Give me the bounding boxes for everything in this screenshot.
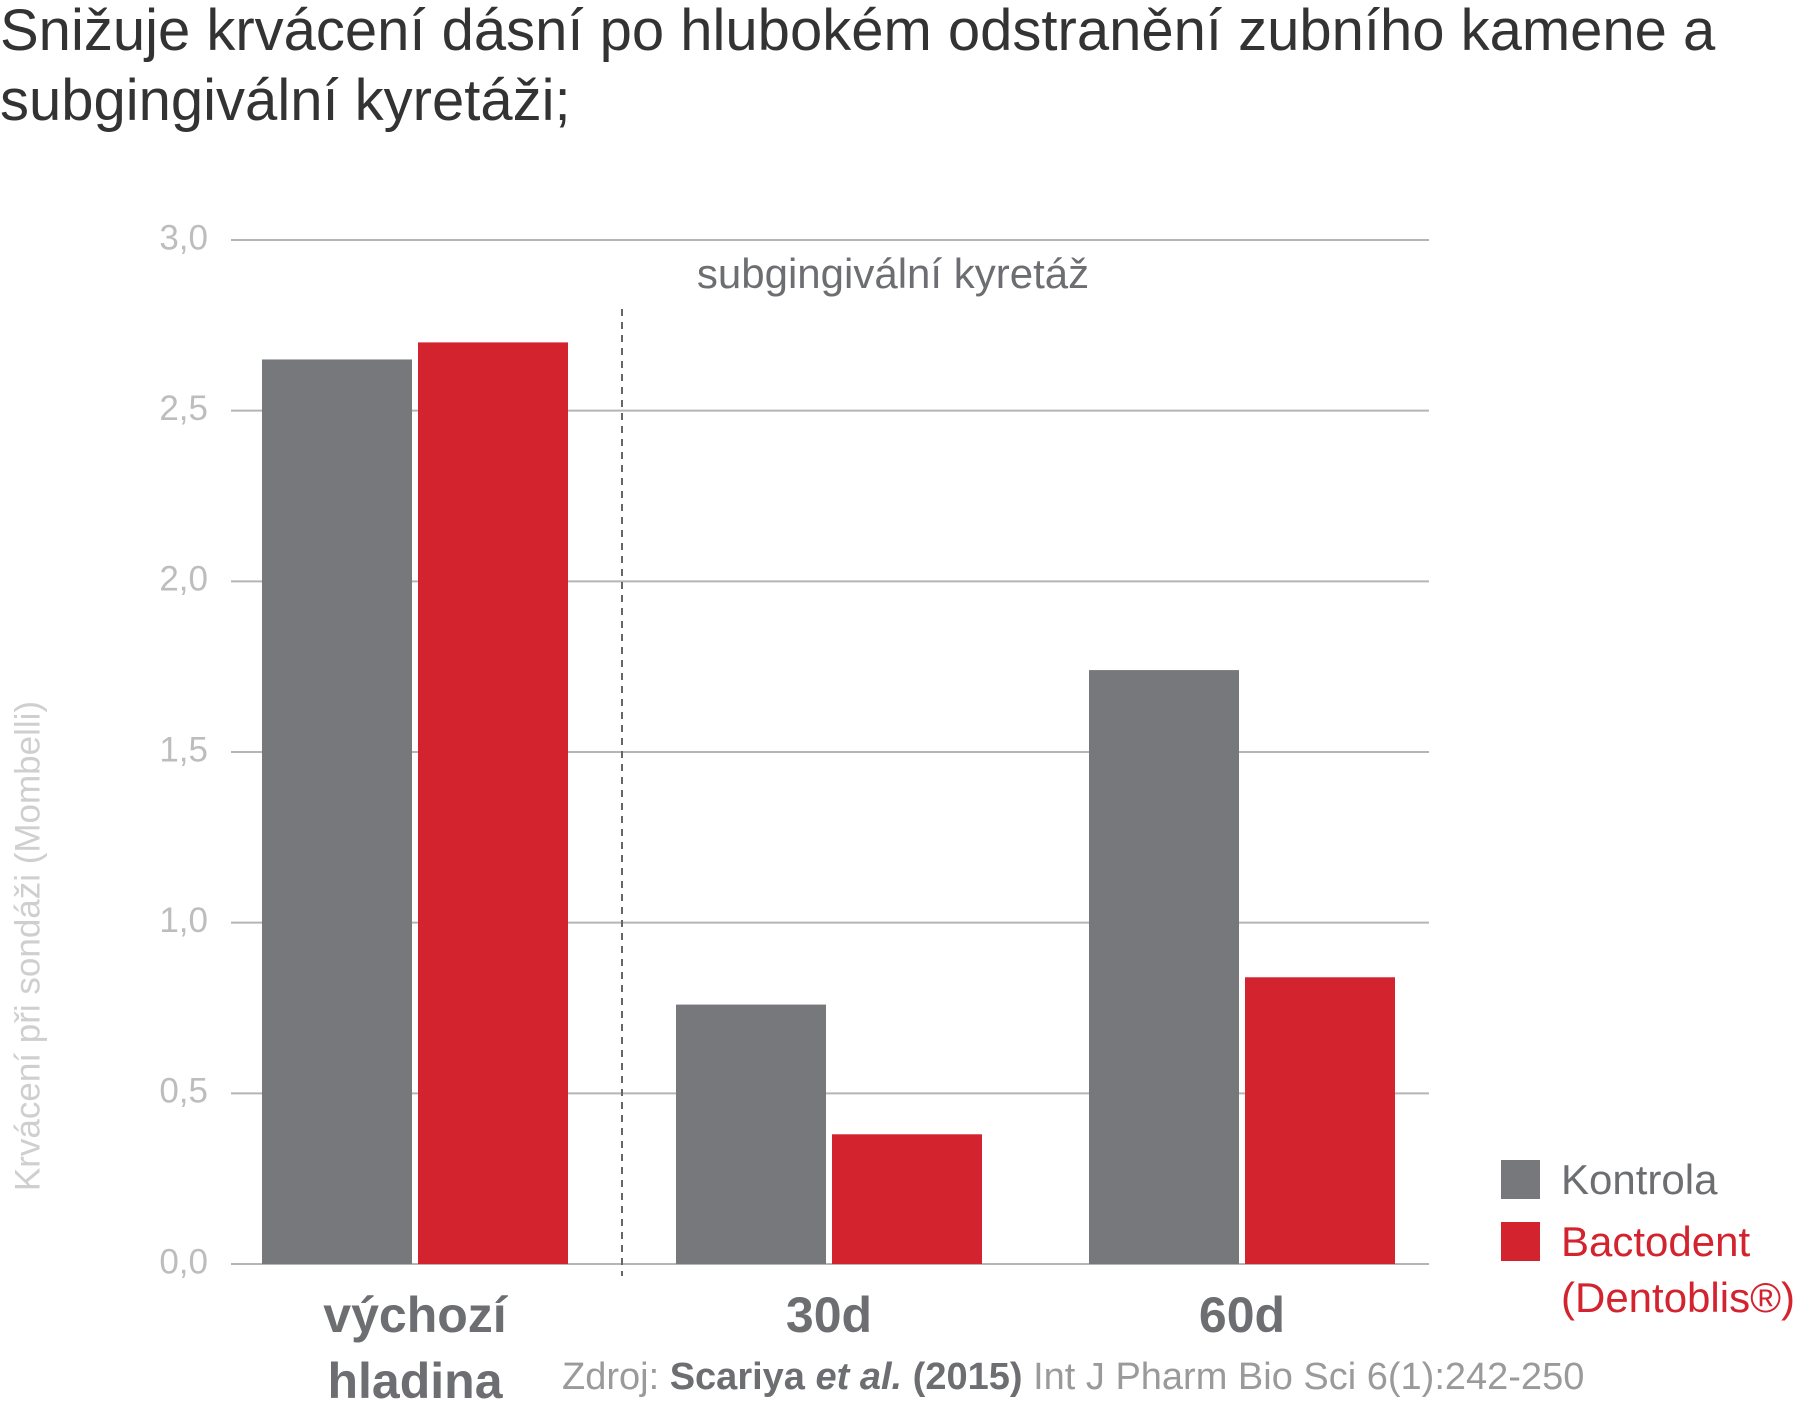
legend-label: Bactodent (Dentoblis®) xyxy=(1561,1218,1796,1321)
y-axis-label: Krvácení při sondáži (Mombelli) xyxy=(8,701,47,1191)
source-year: (2015) xyxy=(912,1356,1023,1398)
bar xyxy=(418,342,568,1264)
x-tick-label: 60d xyxy=(1198,1287,1286,1343)
y-tick-label: 3,0 xyxy=(159,218,208,257)
y-tick-label: 0,5 xyxy=(159,1072,208,1111)
legend-swatch xyxy=(1501,1160,1540,1199)
y-tick-label: 2,0 xyxy=(159,560,208,599)
y-tick-label: 0,0 xyxy=(159,1242,208,1281)
bar xyxy=(1245,977,1395,1264)
bar xyxy=(1089,670,1239,1264)
source-journal: Int J Pharm Bio Sci 6(1):242-250 xyxy=(1033,1356,1585,1398)
y-tick-label: 1,0 xyxy=(159,901,208,940)
source-etal: et al. xyxy=(815,1356,903,1398)
x-tick-label: 30d xyxy=(785,1287,873,1343)
source: Zdroj: Scariya et al. (2015) Int J Pharm… xyxy=(562,1356,1584,1399)
bar xyxy=(832,1134,982,1264)
chart-title: Snižuje krvácení dásní po hlubokém odstr… xyxy=(0,0,1716,133)
source-author: Scariya xyxy=(669,1356,805,1398)
y-tick-label: 2,5 xyxy=(159,389,208,428)
bar xyxy=(676,1004,826,1264)
bar xyxy=(262,359,412,1264)
x-tick-label: výchozí hladina xyxy=(323,1287,507,1409)
y-tick-label: 1,5 xyxy=(159,730,208,769)
legend-swatch xyxy=(1501,1222,1540,1261)
source-prefix: Zdroj: xyxy=(562,1356,660,1398)
annotation: subgingivální kyretáž xyxy=(697,250,1089,297)
legend-label: Kontrola xyxy=(1561,1156,1718,1203)
